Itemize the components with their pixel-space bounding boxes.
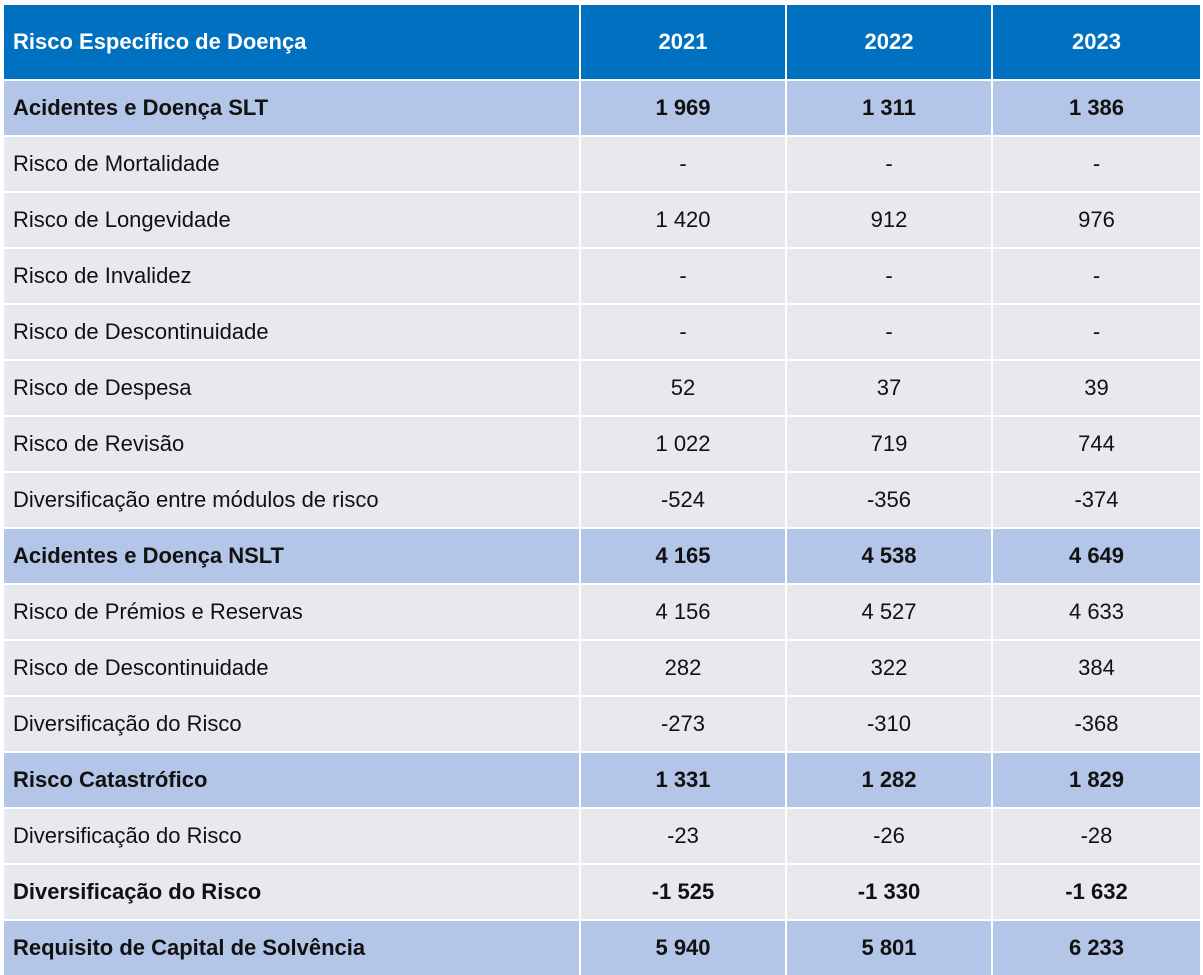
row-value-2023: - <box>993 137 1200 191</box>
row-value-2022: 1 282 <box>787 753 993 807</box>
row-label: Diversificação do Risco <box>4 697 581 751</box>
row-value-2021: 52 <box>581 361 787 415</box>
row-value-2023: 4 649 <box>993 529 1200 583</box>
row-value-2021: 5 940 <box>581 921 787 975</box>
row-value-2023: - <box>993 305 1200 359</box>
row-value-2022: -310 <box>787 697 993 751</box>
row-value-2022: 322 <box>787 641 993 695</box>
row-value-2023: 976 <box>993 193 1200 247</box>
row-value-2021: 282 <box>581 641 787 695</box>
row-value-2021: - <box>581 249 787 303</box>
row-value-2021: - <box>581 137 787 191</box>
row-value-2021: -23 <box>581 809 787 863</box>
row-value-2023: -1 632 <box>993 865 1200 919</box>
row-label: Risco de Longevidade <box>4 193 581 247</box>
row-value-2023: 6 233 <box>993 921 1200 975</box>
row-value-2022: 719 <box>787 417 993 471</box>
row-label: Risco de Invalidez <box>4 249 581 303</box>
header-year-2022: 2022 <box>787 5 993 79</box>
row-label: Risco de Descontinuidade <box>4 305 581 359</box>
row-value-2023: 1 829 <box>993 753 1200 807</box>
row-label: Risco de Prémios e Reservas <box>4 585 581 639</box>
row-value-2023: 39 <box>993 361 1200 415</box>
header-label: Risco Específico de Doença <box>4 5 581 79</box>
risk-table: Risco Específico de Doença 2021 2022 202… <box>4 5 1200 975</box>
row-label: Acidentes e Doença SLT <box>4 81 581 135</box>
row-value-2023: -368 <box>993 697 1200 751</box>
row-value-2023: -28 <box>993 809 1200 863</box>
row-value-2021: 4 165 <box>581 529 787 583</box>
row-value-2023: 1 386 <box>993 81 1200 135</box>
row-value-2022: - <box>787 305 993 359</box>
row-value-2021: -273 <box>581 697 787 751</box>
row-value-2022: 37 <box>787 361 993 415</box>
row-label: Risco de Despesa <box>4 361 581 415</box>
row-value-2022: -1 330 <box>787 865 993 919</box>
row-value-2022: -26 <box>787 809 993 863</box>
row-label: Diversificação do Risco <box>4 809 581 863</box>
row-value-2021: -1 525 <box>581 865 787 919</box>
row-label: Requisito de Capital de Solvência <box>4 921 581 975</box>
row-value-2021: - <box>581 305 787 359</box>
row-value-2022: 4 538 <box>787 529 993 583</box>
row-value-2021: 1 331 <box>581 753 787 807</box>
row-value-2022: 4 527 <box>787 585 993 639</box>
row-label: Acidentes e Doença NSLT <box>4 529 581 583</box>
row-value-2022: - <box>787 249 993 303</box>
row-value-2022: 912 <box>787 193 993 247</box>
row-value-2023: -374 <box>993 473 1200 527</box>
header-year-2023: 2023 <box>993 5 1200 79</box>
row-value-2022: -356 <box>787 473 993 527</box>
row-value-2021: -524 <box>581 473 787 527</box>
row-value-2022: - <box>787 137 993 191</box>
row-value-2023: 384 <box>993 641 1200 695</box>
row-value-2021: 1 969 <box>581 81 787 135</box>
row-label: Risco de Revisão <box>4 417 581 471</box>
row-value-2023: 4 633 <box>993 585 1200 639</box>
row-value-2022: 5 801 <box>787 921 993 975</box>
row-label: Diversificação entre módulos de risco <box>4 473 581 527</box>
row-value-2021: 4 156 <box>581 585 787 639</box>
header-year-2021: 2021 <box>581 5 787 79</box>
row-label: Risco de Mortalidade <box>4 137 581 191</box>
row-value-2023: - <box>993 249 1200 303</box>
row-label: Risco Catastrófico <box>4 753 581 807</box>
row-label: Diversificação do Risco <box>4 865 581 919</box>
row-value-2021: 1 420 <box>581 193 787 247</box>
row-label: Risco de Descontinuidade <box>4 641 581 695</box>
row-value-2021: 1 022 <box>581 417 787 471</box>
row-value-2023: 744 <box>993 417 1200 471</box>
row-value-2022: 1 311 <box>787 81 993 135</box>
